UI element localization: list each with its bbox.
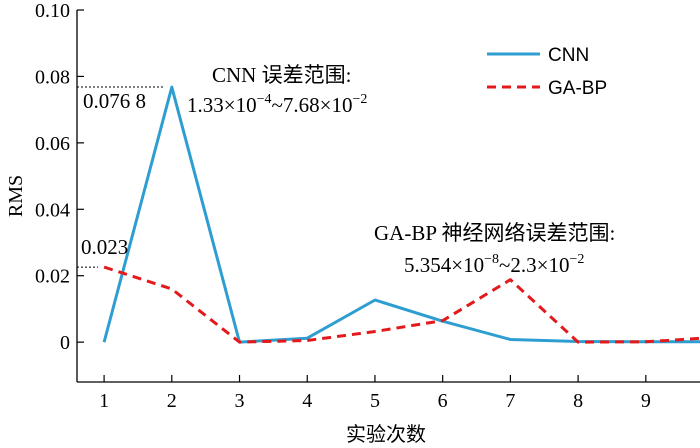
cnn-peak-value-label: 0.076 8 [83,89,146,113]
x-tick-label: 1 [99,390,109,412]
cnn-range-mid: ~7.68×10 [272,93,353,117]
y-tick-label: 0.04 [35,199,70,221]
y-ticks: 0 0.02 0.04 0.06 0.08 0.10 [35,0,84,354]
y-tick-label: 0.06 [35,133,70,155]
gabp-start-value-label: 0.023 [81,235,128,259]
x-tick-label: 8 [573,390,583,412]
gabp-range-title: GA-BP 神经网络误差范围: [374,221,615,245]
x-axis-title: 实验次数 [346,423,426,446]
cnn-range-value: 1.33×10−4~7.68×10−2 [187,92,367,117]
y-tick-label: 0.10 [35,0,70,22]
x-tick-label: 3 [235,390,245,412]
series-layer [102,85,700,344]
x-tick-label: 5 [370,390,380,412]
cnn-range-exp1: −4 [257,92,272,107]
legend-label-gabp: GA-BP [548,78,607,99]
y-axis-title: RMS [5,175,27,217]
gabp-range-mid: ~2.3×10 [499,253,569,277]
gabp-range-exp1: −8 [484,252,499,267]
series-line-cnn [102,85,700,344]
x-tick-label: 7 [505,390,515,412]
x-tick-label: 6 [438,390,448,412]
x-ticks: 1 2 3 4 5 6 7 8 9 [99,375,651,412]
gabp-range-exp2: −2 [569,252,584,267]
cnn-range-base1: 1.33×10 [187,93,257,117]
x-tick-label: 2 [167,390,177,412]
series-line-ga-bp [103,265,700,344]
gabp-range-value: 5.354×10−8~2.3×10−2 [404,252,584,277]
legend-label-cnn: CNN [548,45,589,66]
gabp-range-base1: 5.354×10 [404,253,484,277]
y-tick-label: 0.02 [35,266,70,288]
cnn-range-exp2: −2 [352,92,367,107]
y-tick-label: 0.08 [35,66,70,88]
x-tick-label: 4 [302,390,312,412]
x-tick-label: 9 [641,390,651,412]
legend: CNN GA-BP [487,45,607,99]
y-tick-label: 0 [60,332,70,354]
cnn-range-title: CNN 误差范围: [212,63,351,87]
